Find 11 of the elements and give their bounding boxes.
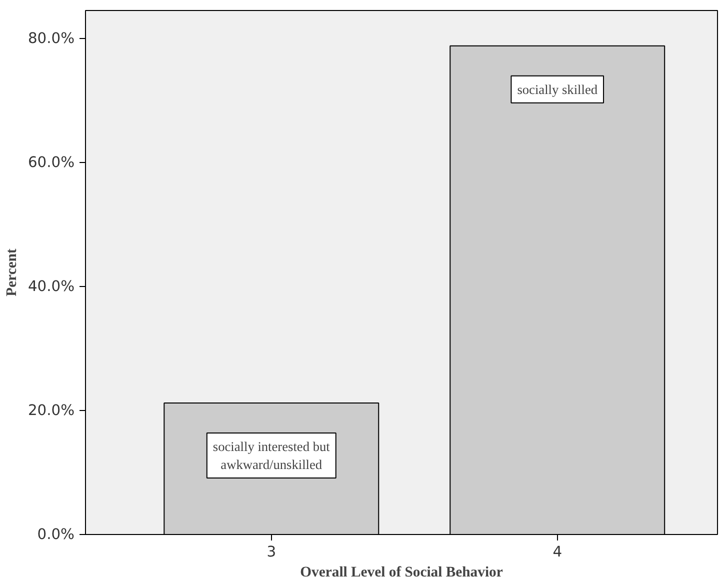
y-tick-label: 0.0% [37,526,75,543]
x-axis-title: Overall Level of Social Behavior [300,564,504,580]
y-tick-label: 60.0% [28,154,75,171]
annotation: socially skilled [517,82,598,97]
x-tick-label: 4 [552,544,562,560]
y-axis-title: Percent [4,248,20,296]
annotation: socially interested but awkward/unskilled [212,439,330,472]
y-tick-label: 20.0% [28,402,75,419]
x-tick-label: 3 [266,544,276,560]
y-tick-label: 40.0% [28,278,75,295]
y-tick-label: 80.0% [28,30,75,47]
